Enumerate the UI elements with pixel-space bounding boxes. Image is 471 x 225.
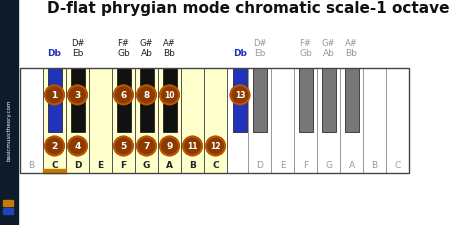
Bar — [135, 68, 158, 173]
Text: 7: 7 — [143, 142, 150, 151]
Bar — [181, 68, 204, 173]
Text: D#: D# — [253, 40, 266, 49]
Text: 13: 13 — [235, 91, 245, 100]
Text: D-flat phrygian mode chromatic scale-1 octave: D-flat phrygian mode chromatic scale-1 o… — [47, 2, 449, 16]
Bar — [294, 68, 317, 173]
Text: Ab: Ab — [323, 50, 334, 58]
Text: Gb: Gb — [299, 50, 312, 58]
Text: 11: 11 — [187, 142, 198, 151]
Bar — [340, 68, 363, 173]
Bar — [158, 68, 181, 173]
Text: C: C — [394, 160, 401, 169]
Text: 10: 10 — [164, 91, 175, 100]
Text: A#: A# — [163, 40, 176, 49]
Bar — [233, 68, 247, 132]
Text: B: B — [189, 160, 196, 169]
Text: A#: A# — [345, 40, 358, 49]
Text: D#: D# — [71, 40, 84, 49]
Bar — [162, 68, 177, 132]
Text: G#: G# — [140, 40, 153, 49]
Text: basicmusictheory.com: basicmusictheory.com — [7, 99, 11, 161]
Bar — [0, 0, 18, 225]
Text: F: F — [121, 160, 127, 169]
Circle shape — [206, 137, 225, 155]
Text: E: E — [97, 160, 104, 169]
Text: B: B — [28, 160, 34, 169]
Text: 1: 1 — [51, 91, 57, 100]
Bar — [20, 68, 409, 173]
Bar — [3, 208, 13, 214]
Bar — [139, 68, 154, 132]
Bar — [363, 68, 386, 173]
Text: Db: Db — [48, 50, 61, 58]
Text: Ab: Ab — [140, 50, 153, 58]
Text: 12: 12 — [210, 142, 221, 151]
Bar — [43, 169, 66, 173]
Text: 5: 5 — [121, 142, 127, 151]
Circle shape — [137, 85, 156, 104]
Text: Db: Db — [233, 50, 247, 58]
Text: Gb: Gb — [117, 50, 130, 58]
Circle shape — [45, 85, 64, 104]
Text: F#: F# — [118, 40, 130, 49]
Bar — [299, 68, 312, 132]
Text: Eb: Eb — [254, 50, 265, 58]
Bar — [248, 68, 271, 173]
Bar — [3, 200, 13, 206]
Text: G#: G# — [322, 40, 335, 49]
Bar — [317, 68, 340, 173]
Bar — [89, 68, 112, 173]
Bar — [386, 68, 409, 173]
Text: 9: 9 — [166, 142, 173, 151]
Bar — [344, 68, 358, 132]
Text: D: D — [256, 160, 263, 169]
Bar — [48, 68, 62, 132]
Text: 8: 8 — [143, 91, 150, 100]
Text: G: G — [143, 160, 150, 169]
Text: F: F — [303, 160, 308, 169]
Bar — [66, 68, 89, 173]
Circle shape — [68, 137, 87, 155]
Text: 6: 6 — [121, 91, 127, 100]
Text: 3: 3 — [74, 91, 81, 100]
Bar — [20, 68, 43, 173]
Bar — [271, 68, 294, 173]
Bar — [252, 68, 267, 132]
Bar — [112, 68, 135, 173]
Circle shape — [183, 137, 202, 155]
Circle shape — [137, 137, 156, 155]
Text: A: A — [166, 160, 173, 169]
Text: B: B — [372, 160, 378, 169]
Text: D: D — [74, 160, 81, 169]
Text: Bb: Bb — [346, 50, 357, 58]
Text: C: C — [51, 160, 58, 169]
Bar — [43, 68, 66, 173]
Bar — [204, 68, 227, 173]
Text: C: C — [212, 160, 219, 169]
Text: E: E — [280, 160, 285, 169]
Circle shape — [230, 85, 250, 104]
Text: Bb: Bb — [163, 50, 175, 58]
Text: G: G — [325, 160, 332, 169]
Circle shape — [160, 137, 179, 155]
Text: 4: 4 — [74, 142, 81, 151]
Circle shape — [160, 85, 179, 104]
Circle shape — [114, 137, 133, 155]
Text: Eb: Eb — [72, 50, 83, 58]
Bar — [116, 68, 130, 132]
Bar — [71, 68, 84, 132]
Circle shape — [45, 137, 64, 155]
Text: 2: 2 — [51, 142, 57, 151]
Circle shape — [68, 85, 87, 104]
Text: A: A — [349, 160, 355, 169]
Bar — [322, 68, 335, 132]
Circle shape — [114, 85, 133, 104]
Text: F#: F# — [300, 40, 311, 49]
